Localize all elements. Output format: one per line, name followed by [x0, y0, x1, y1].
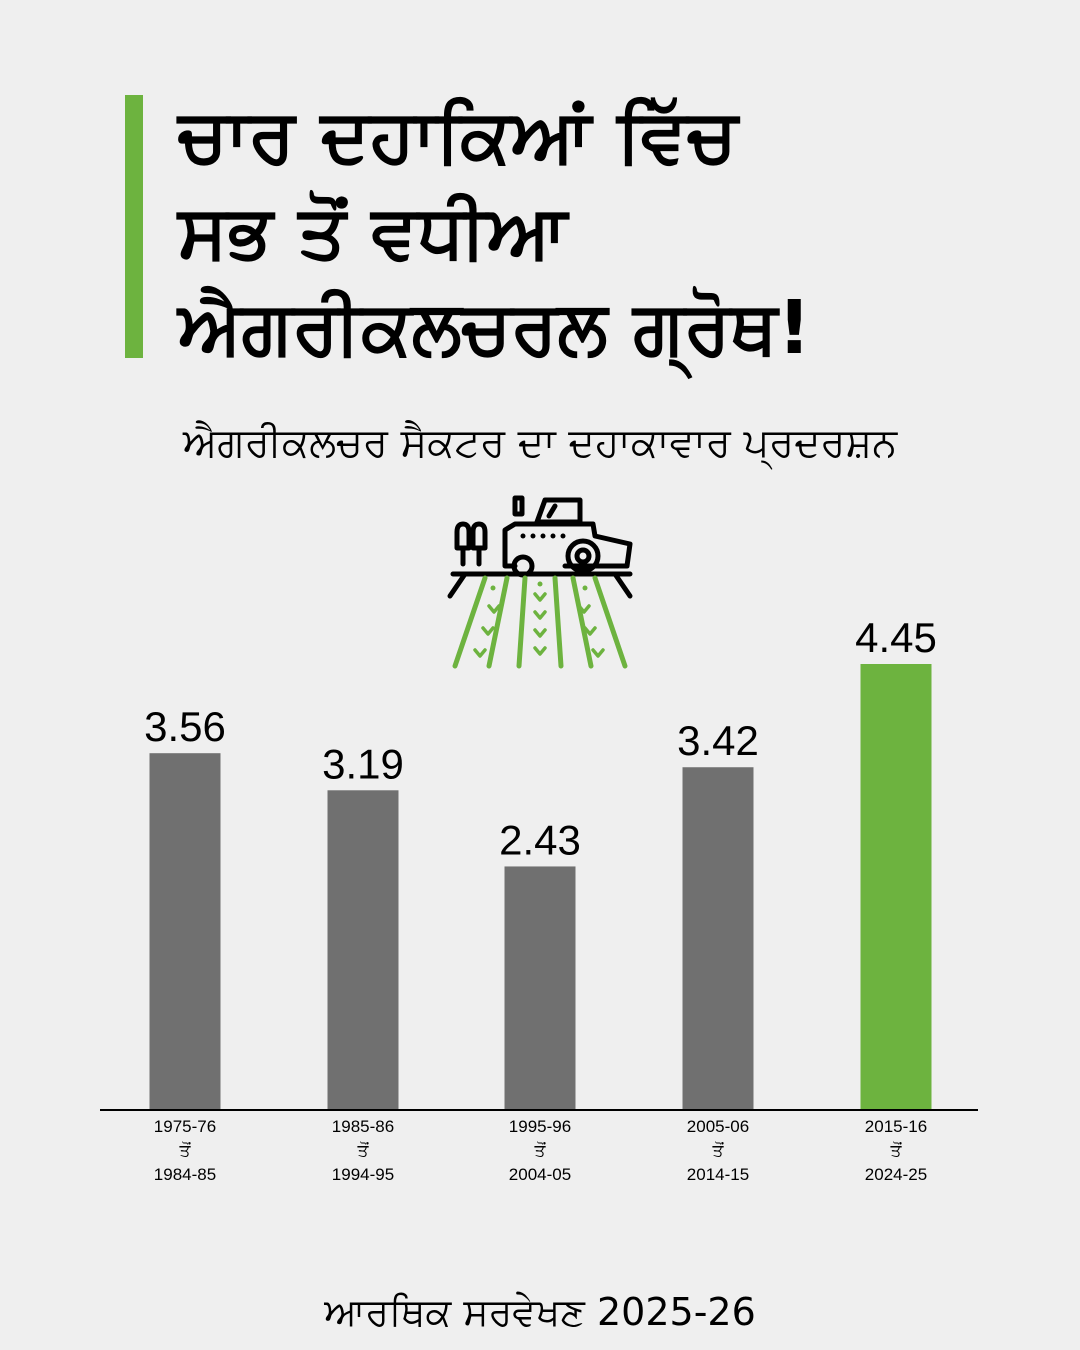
bar-chart: 3.56 1975-76 ਤੋਂ 1984-85 3.19 1985-86 ਤੋਂ 1994-…	[100, 614, 978, 1184]
page-title: ਚਾਰ ਦਹਾਕਿਆਂ ਵਿੱਚ ਸਭ ਤੋਂ ਵਧੀਆ ਐਗਰੀਕਲਚਰਲ ਗ…	[178, 88, 1038, 376]
x-tick-label-4-line-3: 2014-15	[687, 1165, 749, 1184]
x-tick-label-2-line-3: 1994-95	[332, 1165, 394, 1184]
x-tick-label-1-line-2: ਤੋਂ	[179, 1141, 192, 1160]
data-label-2: 3.19	[322, 740, 404, 787]
data-label-5: 4.45	[855, 614, 937, 661]
x-tick-label-5-line-3: 2024-25	[865, 1165, 927, 1184]
bar-2	[327, 790, 399, 1110]
data-label-3: 2.43	[499, 816, 581, 863]
x-tick-label-4-line-1: 2005-06	[687, 1117, 749, 1136]
x-tick-label-1-line-1: 1975-76	[154, 1117, 216, 1136]
title-accent-bar	[125, 95, 143, 358]
bar-4	[682, 767, 754, 1110]
x-tick-label-3-line-2: ਤੋਂ	[534, 1141, 547, 1160]
x-tick-label-2-line-2: ਤੋਂ	[357, 1141, 370, 1160]
title-line-1: ਚਾਰ ਦਹਾਕਿਆਂ ਵਿੱਚ	[178, 93, 738, 179]
bar-5	[860, 664, 932, 1110]
title-line-3: ਐਗਰੀਕਲਚਰਲ ਗ੍ਰੋਥ!	[178, 285, 812, 371]
bar-3	[504, 866, 576, 1110]
title-line-2: ਸਭ ਤੋਂ ਵਧੀਆ	[178, 189, 568, 275]
tractor-field-icon	[447, 495, 633, 669]
x-tick-label-1-line-3: 1984-85	[154, 1165, 216, 1184]
x-tick-label-5-line-2: ਤੋਂ	[890, 1141, 903, 1160]
x-tick-label-5-line-1: 2015-16	[865, 1117, 927, 1136]
source-footer: ਆਰਥਿਕ ਸਰਵੇਖਣ 2025-26	[324, 1290, 756, 1334]
page-subtitle: ਐਗਰੀਕਲਚਰ ਸੈਕਟਰ ਦਾ ਦਹਾਕਾਵਾਰ ਪ੍ਰਦਰਸ਼ਨ	[182, 420, 898, 466]
x-tick-label-3-line-1: 1995-96	[509, 1117, 571, 1136]
bar-1	[149, 753, 221, 1110]
data-label-1: 3.56	[144, 703, 226, 750]
x-tick-label-4-line-2: ਤੋਂ	[712, 1141, 725, 1160]
data-label-4: 3.42	[677, 717, 759, 764]
x-tick-label-3-line-3: 2004-05	[509, 1165, 571, 1184]
x-tick-label-2-line-1: 1985-86	[332, 1117, 394, 1136]
